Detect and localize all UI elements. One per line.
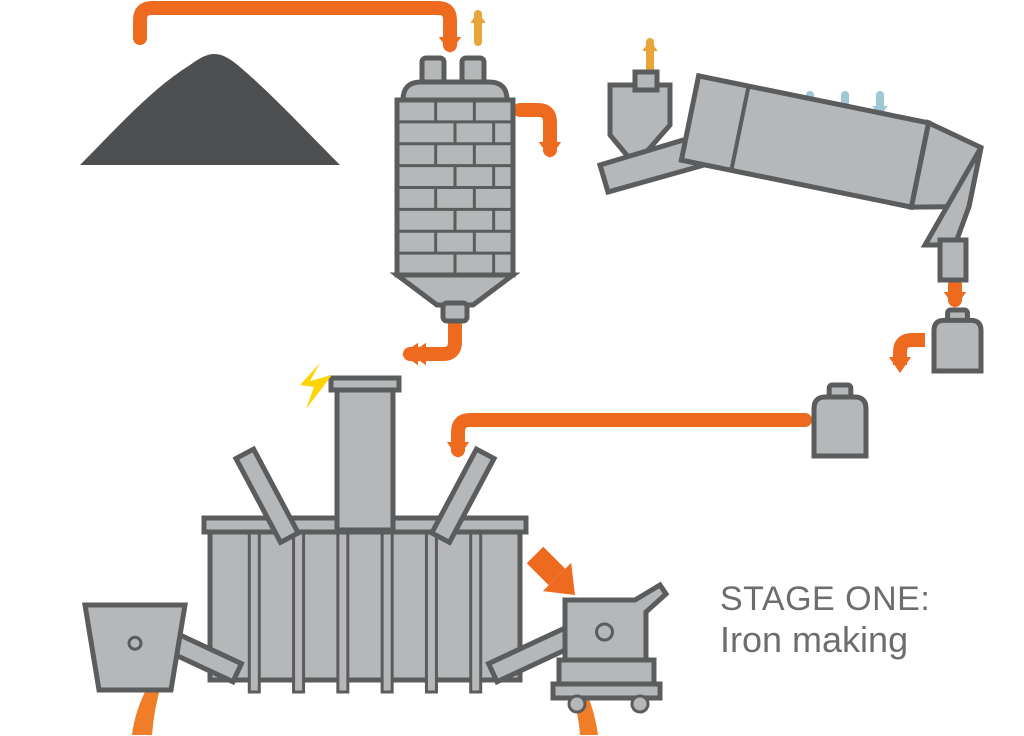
coal-pile-icon: [80, 54, 340, 165]
sinter-kiln-icon: [600, 72, 981, 280]
coke-oven-icon: [397, 58, 513, 321]
diagram-canvas: STAGE ONE: Iron making: [0, 0, 1024, 736]
furnace-icon: [132, 378, 598, 735]
lightning-icon: [300, 363, 332, 409]
container-right-icon: [934, 310, 981, 371]
stage-title-line1: STAGE ONE:: [720, 580, 930, 619]
stage-title-line2: Iron making: [720, 619, 930, 660]
stage-title: STAGE ONE: Iron making: [720, 580, 930, 660]
container-mid-icon: [814, 385, 866, 456]
ladle-left-icon: [85, 605, 185, 690]
torpedo-car-icon: [553, 585, 666, 712]
